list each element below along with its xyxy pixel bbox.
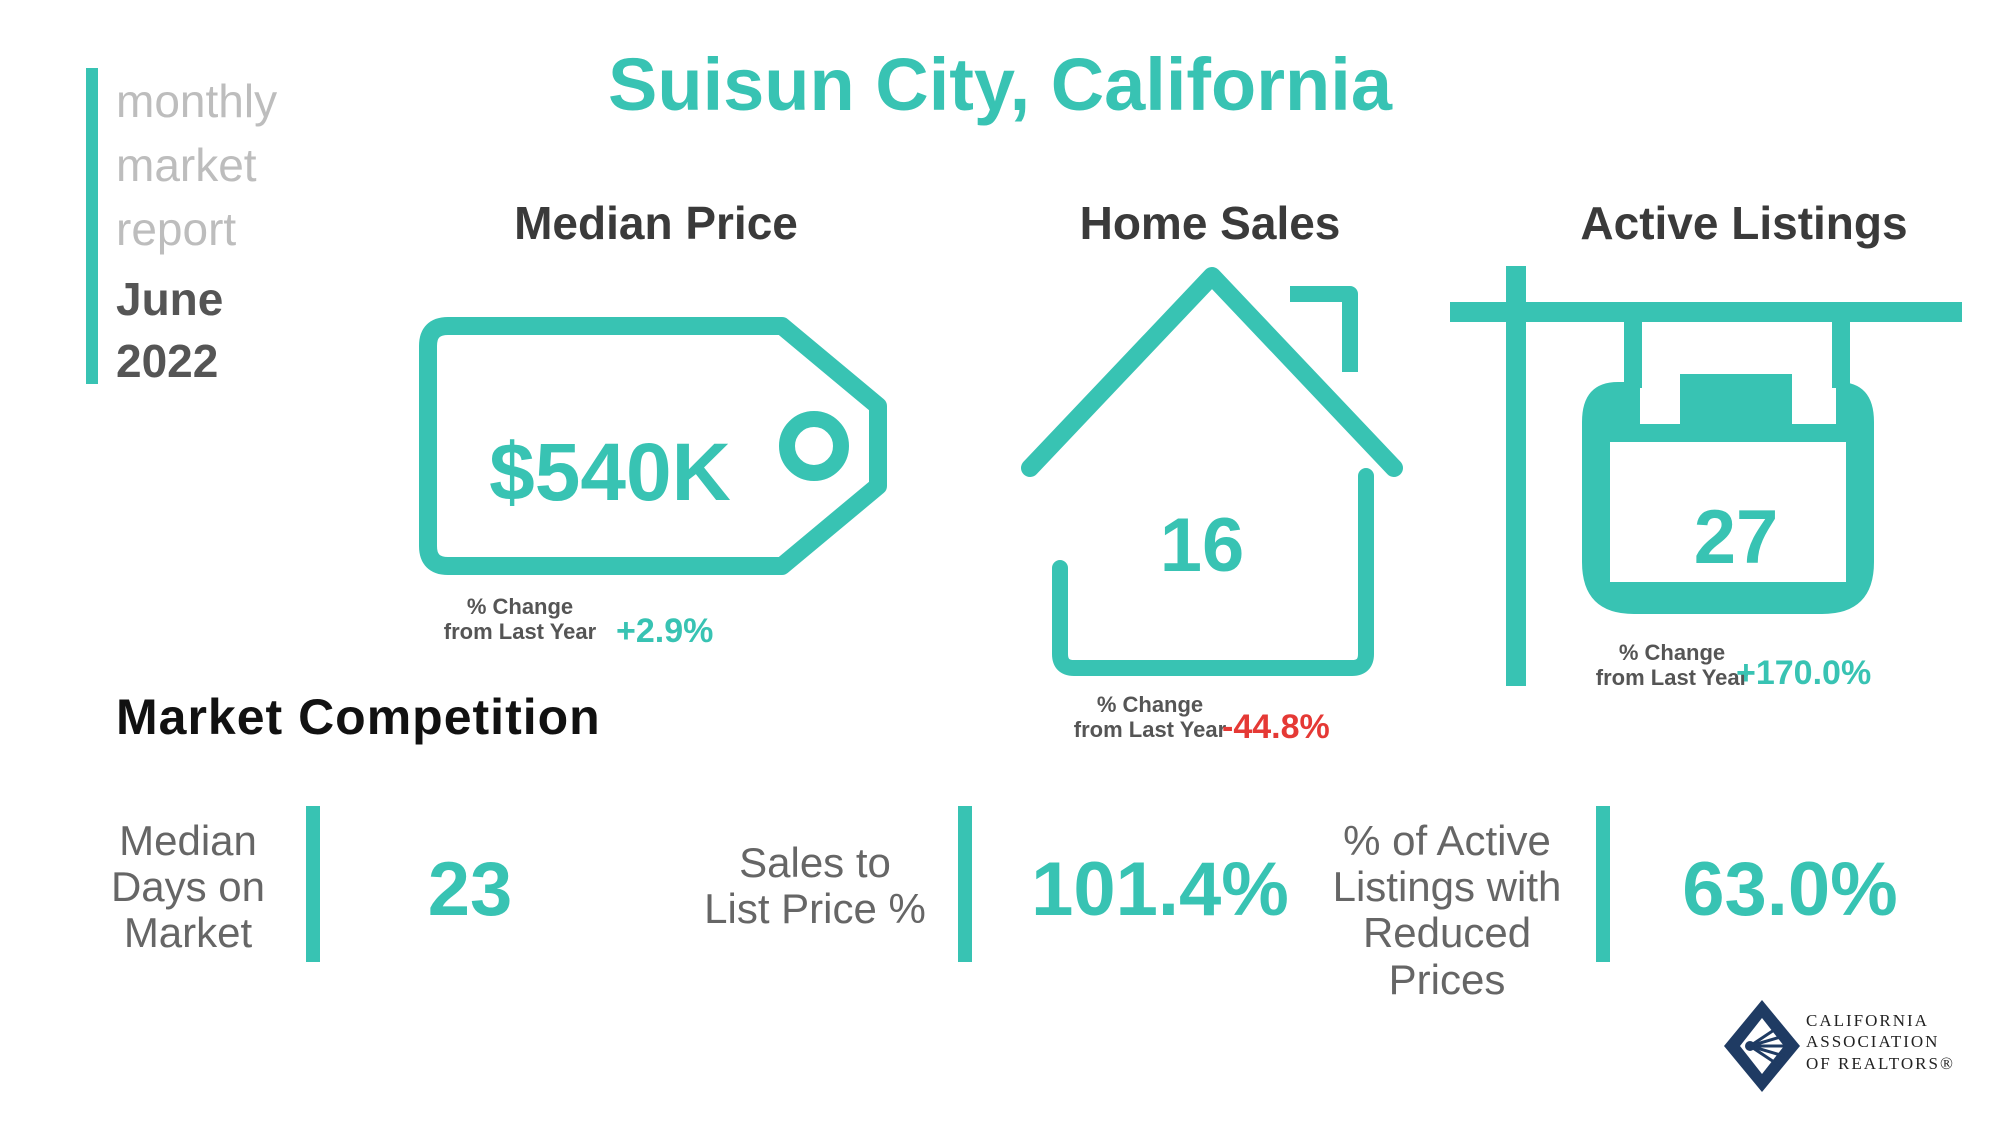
median-price-change-label: % Change from Last Year — [443, 594, 597, 645]
price-tag-icon — [419, 317, 887, 575]
sales-to-list-divider — [958, 806, 972, 962]
median-price-title: Median Price — [514, 197, 798, 249]
report-line-market: market — [116, 139, 257, 191]
sale-sign-icon — [1450, 266, 1962, 686]
reduced-prices-label: % of Active Listings with Reduced Prices — [1332, 817, 1562, 1003]
market-competition-title: Market Competition — [116, 689, 601, 745]
home-sales-change: -44.8% — [1222, 708, 1330, 746]
sales-to-list-label: Sales to List Price % — [704, 839, 926, 933]
active-listings-change: +170.0% — [1736, 654, 1872, 692]
active-listings-title: Active Listings — [1580, 197, 1908, 249]
home-sales-change-label: % Change from Last Year — [1073, 692, 1227, 743]
report-line-report: report — [116, 203, 237, 255]
median-price-value: $540K — [489, 427, 731, 518]
report-year: 2022 — [116, 335, 219, 387]
median-days-label: Median Days on Market — [110, 817, 266, 957]
active-listings-change-label: % Change from Last Year — [1595, 640, 1749, 691]
median-price-change: +2.9% — [616, 612, 714, 650]
home-sales-title: Home Sales — [1079, 197, 1341, 249]
car-logo-text: CALIFORNIA ASSOCIATION OF REALTORS® — [1806, 1011, 1955, 1073]
reduced-prices-divider — [1596, 806, 1610, 962]
report-month: June — [116, 273, 224, 325]
home-sales-value: 16 — [1159, 503, 1245, 588]
sales-to-list-value: 101.4% — [1031, 847, 1289, 932]
car-logo-icon — [1724, 1000, 1800, 1092]
house-icon — [1021, 267, 1403, 676]
report-accent-bar — [86, 68, 98, 384]
page-title: Suisun City, California — [608, 43, 1392, 126]
median-days-divider — [306, 806, 320, 962]
active-listings-value: 27 — [1693, 495, 1779, 580]
median-days-value: 23 — [427, 847, 513, 932]
report-line-monthly: monthly — [116, 75, 278, 127]
reduced-prices-value: 63.0% — [1682, 847, 1898, 932]
